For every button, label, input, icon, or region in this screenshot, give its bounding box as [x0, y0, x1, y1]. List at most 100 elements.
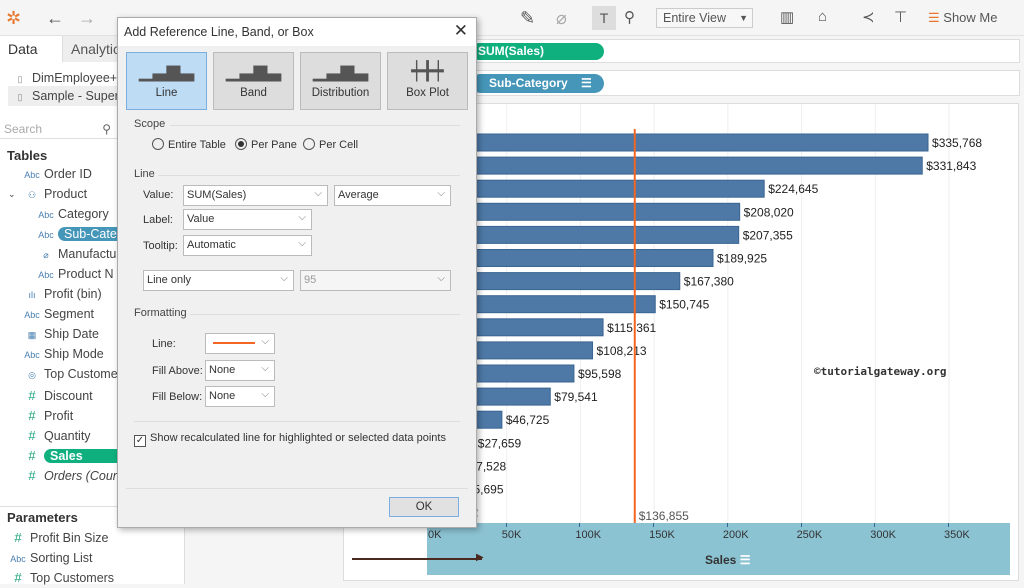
bar [432, 225, 740, 244]
data-source-1[interactable]: ▯ DimEmployee+ ( [17, 71, 125, 85]
field-name: Orders (Cour [44, 469, 117, 483]
field-name: Ship Date [44, 327, 99, 341]
field-item[interactable]: # Quantity [20, 426, 90, 446]
parameter-item[interactable]: # Top Customers [6, 568, 114, 588]
back-icon[interactable]: ← [46, 8, 64, 28]
line-option-select[interactable]: Line only [143, 269, 294, 291]
rows-shelf[interactable]: Sub-Category ☰ [470, 70, 1020, 96]
field-item[interactable]: ⌀ Manufactu [34, 244, 116, 264]
field-name: Product N [58, 267, 114, 281]
parameter-item[interactable]: # Profit Bin Size [6, 528, 109, 548]
fill-above-select[interactable]: None [205, 359, 275, 381]
annotate-icon[interactable]: ⌀ [556, 8, 567, 28]
line-style-select[interactable] [205, 332, 275, 354]
sort-icon[interactable]: ☰ [739, 553, 751, 567]
fit-value: Entire View [663, 11, 726, 25]
bar-label: $95,598 [578, 367, 622, 381]
labels-icon[interactable]: T [592, 6, 616, 30]
field-name: Profit [44, 409, 74, 423]
bar-label: $224,645 [768, 182, 818, 196]
arrow-annotation [352, 558, 482, 560]
field-item[interactable]: Abc Product N [34, 264, 114, 284]
tooltip-label: Tooltip: [143, 240, 178, 252]
value-field-select[interactable]: SUM(Sales) [183, 184, 328, 206]
sum-sales-pill[interactable]: SUM(Sales) [471, 43, 604, 60]
scope-entire-table[interactable]: Entire Table [152, 138, 226, 151]
forward-icon[interactable]: → [78, 8, 96, 28]
recalc-checkbox[interactable]: ✓ Show recalculated line for highlighted … [134, 432, 446, 447]
sub-category-pill[interactable]: Sub-Category ☰ [471, 74, 604, 93]
label-select[interactable]: Value [183, 208, 312, 230]
tick-mark [505, 523, 507, 527]
pin-icon[interactable]: ⚲ [624, 9, 635, 26]
tick-label: 50K [501, 529, 522, 541]
scope-per-cell[interactable]: Per Cell [303, 138, 358, 151]
guide-icon[interactable]: ⊤ [894, 9, 908, 26]
field-item[interactable]: # Orders (Cour [20, 466, 117, 486]
search-input[interactable]: Search ⚲ [0, 119, 117, 139]
field-name: Segment [44, 307, 95, 321]
field-item[interactable]: ılı Profit (bin) [20, 284, 102, 304]
type-distribution-button[interactable]: ▁▃▆▃ Distribution [300, 52, 381, 110]
columns-shelf[interactable]: SUM(Sales) [470, 39, 1020, 63]
abc-icon: Abc [24, 350, 40, 360]
field-item[interactable]: Abc Ship Mode [20, 344, 104, 364]
share-icon[interactable]: ≺ [862, 9, 875, 26]
tooltip-select[interactable]: Automatic [183, 234, 312, 256]
reference-line-dialog: Add Reference Line, Band, or Box ✕ ▁▃▆▃ L… [117, 17, 477, 528]
close-icon[interactable]: ✕ [453, 21, 468, 40]
type-line-button[interactable]: ▁▃▆▃ Line [126, 52, 207, 110]
bar-label: $115,361 [607, 321, 656, 335]
type-box-plot-button[interactable]: ┿╋┿ Box Plot [387, 52, 468, 110]
show-me-button[interactable]: ☰ Show Me [928, 10, 997, 26]
paperclip-icon: ⌀ [43, 250, 49, 260]
field-item[interactable]: ◎ Top Custome [20, 364, 118, 384]
confidence-select: 95 [300, 269, 451, 291]
field-item[interactable]: # Sales [20, 446, 123, 466]
presentation-icon[interactable]: ⌂ [818, 8, 828, 25]
line-format-label: Line: [152, 338, 176, 350]
tab-analytics[interactable]: Analytics [62, 36, 127, 62]
watermark: ©tutorialgateway.org [814, 365, 947, 378]
measure-icon: # [28, 428, 36, 443]
collapse-icon[interactable]: ⌄ [8, 189, 16, 199]
show-cards-icon[interactable]: ▥ [780, 9, 795, 26]
bar [432, 202, 741, 221]
field-item[interactable]: ▦ Ship Date [20, 324, 99, 344]
field-item[interactable]: # Profit [20, 406, 73, 426]
type-band-button[interactable]: ▁▃▆▃ Band [213, 52, 294, 110]
tick-mark [800, 523, 802, 527]
field-name: Profit (bin) [44, 287, 102, 301]
ok-button[interactable]: OK [389, 497, 459, 517]
x-axis[interactable]: 0K 50K 100K 150K 200K 250K 300K 350K Sales ☰ [427, 523, 1010, 575]
field-item[interactable]: Abc Order ID [20, 164, 92, 184]
hierarchy-icon: ⚇ [27, 190, 37, 200]
value-label: Value: [143, 189, 174, 201]
distribution-chart-icon: ▁▃▆▃ [312, 61, 369, 81]
tab-data[interactable]: Data [0, 36, 62, 62]
tick-mark [653, 523, 655, 527]
field-item[interactable]: ⌄ ⚇ Product [8, 184, 87, 204]
field-item[interactable]: # Discount [20, 386, 92, 406]
tick-label: 300K [870, 529, 896, 541]
scope-per-pane[interactable]: Per Pane [235, 138, 297, 151]
highlight-icon[interactable]: ✎ [520, 8, 536, 28]
bar-label: $108,213 [597, 344, 647, 358]
bar-label: $208,020 [744, 205, 794, 219]
field-name: Category [58, 207, 109, 221]
bar-label: $331,843 [926, 159, 976, 173]
reference-line-label: $136,855 [639, 509, 689, 523]
abc-icon: Abc [38, 270, 54, 280]
parameter-item[interactable]: Abc Sorting List [6, 548, 92, 568]
fill-below-select[interactable]: None [205, 385, 275, 407]
field-item[interactable]: Abc Segment [20, 304, 94, 324]
aggregation-select[interactable]: Average [334, 184, 451, 206]
measure-icon: # [28, 448, 36, 463]
bar-label: $207,355 [743, 228, 793, 242]
bin-icon: ılı [28, 290, 36, 300]
field-item[interactable]: Abc Category [34, 204, 109, 224]
abc-icon: Abc [38, 210, 54, 220]
tick-label: 0K [428, 529, 442, 541]
fit-select[interactable]: Entire View ▼ [656, 8, 753, 28]
parameter-name: Profit Bin Size [30, 531, 109, 545]
